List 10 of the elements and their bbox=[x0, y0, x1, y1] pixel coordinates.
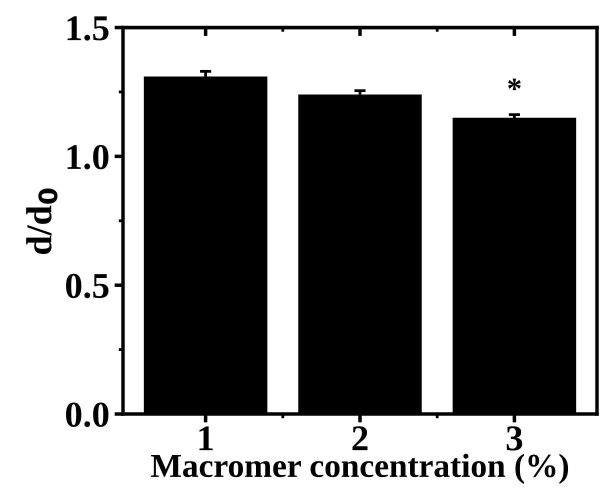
x-tick-label: 2 bbox=[352, 426, 368, 450]
x-tick-label: 1 bbox=[199, 426, 213, 450]
y-axis-title: d/d$_{0}$ bbox=[26, 188, 58, 254]
annotation: * bbox=[508, 78, 521, 90]
x-tick-label: 3 bbox=[506, 426, 522, 451]
x-axis-title: Macromer concentration (%) bbox=[151, 454, 568, 484]
y-tick-label: 0.5 bbox=[66, 274, 108, 298]
y-tick-label: 0.0 bbox=[66, 402, 108, 428]
y-tick-label: 1.5 bbox=[68, 16, 108, 41]
y-tick-label: 1.0 bbox=[68, 144, 108, 170]
